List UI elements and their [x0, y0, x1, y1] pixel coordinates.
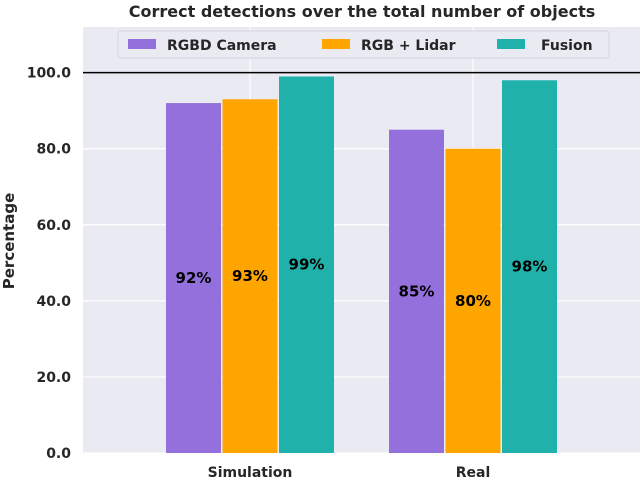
- data-label-simulation-2: 99%: [289, 256, 325, 274]
- y-axis-label: Percentage: [0, 193, 18, 290]
- data-label-real-0: 85%: [399, 282, 435, 300]
- legend-box: [117, 30, 610, 59]
- y-tick-label-4: 80.0: [36, 142, 71, 158]
- legend-swatch-2: [497, 39, 525, 49]
- y-tick-label-1: 20.0: [36, 370, 71, 386]
- bar-simulation-0: [166, 103, 221, 454]
- chart-title: Correct detections over the total number…: [129, 2, 595, 21]
- y-tick-label-5: 100.0: [27, 66, 72, 82]
- bar-real-2: [502, 80, 557, 453]
- bars: [166, 76, 557, 454]
- legend-label-2: Fusion: [541, 38, 593, 54]
- bar-simulation-2: [279, 76, 334, 454]
- bar-real-0: [389, 129, 444, 454]
- y-tick-label-2: 40.0: [36, 294, 71, 310]
- data-label-real-2: 98%: [512, 258, 548, 276]
- legend-swatch-0: [128, 39, 156, 49]
- y-tick-label-0: 0.0: [46, 446, 71, 462]
- legend-label-0: RGBD Camera: [167, 38, 277, 54]
- x-ticks: Simulation Real: [208, 465, 491, 478]
- legend: RGBD Camera RGB + Lidar Fusion: [117, 30, 610, 59]
- y-ticks: 0.0 20.0 40.0 60.0 80.0 100.0: [27, 66, 72, 462]
- legend-swatch-1: [322, 39, 350, 49]
- legend-label-1: RGB + Lidar: [361, 38, 456, 54]
- data-label-simulation-1: 93%: [232, 267, 268, 285]
- data-label-simulation-0: 92%: [176, 269, 212, 287]
- x-tick-label-1: Real: [456, 465, 491, 478]
- bar-simulation-1: [222, 99, 278, 454]
- data-label-real-1: 80%: [455, 292, 491, 310]
- x-tick-label-0: Simulation: [208, 465, 293, 478]
- y-tick-label-3: 60.0: [36, 218, 71, 234]
- data-labels: 92% 93% 99% 85% 80% 98%: [176, 256, 548, 310]
- bar-real-1: [445, 148, 501, 453]
